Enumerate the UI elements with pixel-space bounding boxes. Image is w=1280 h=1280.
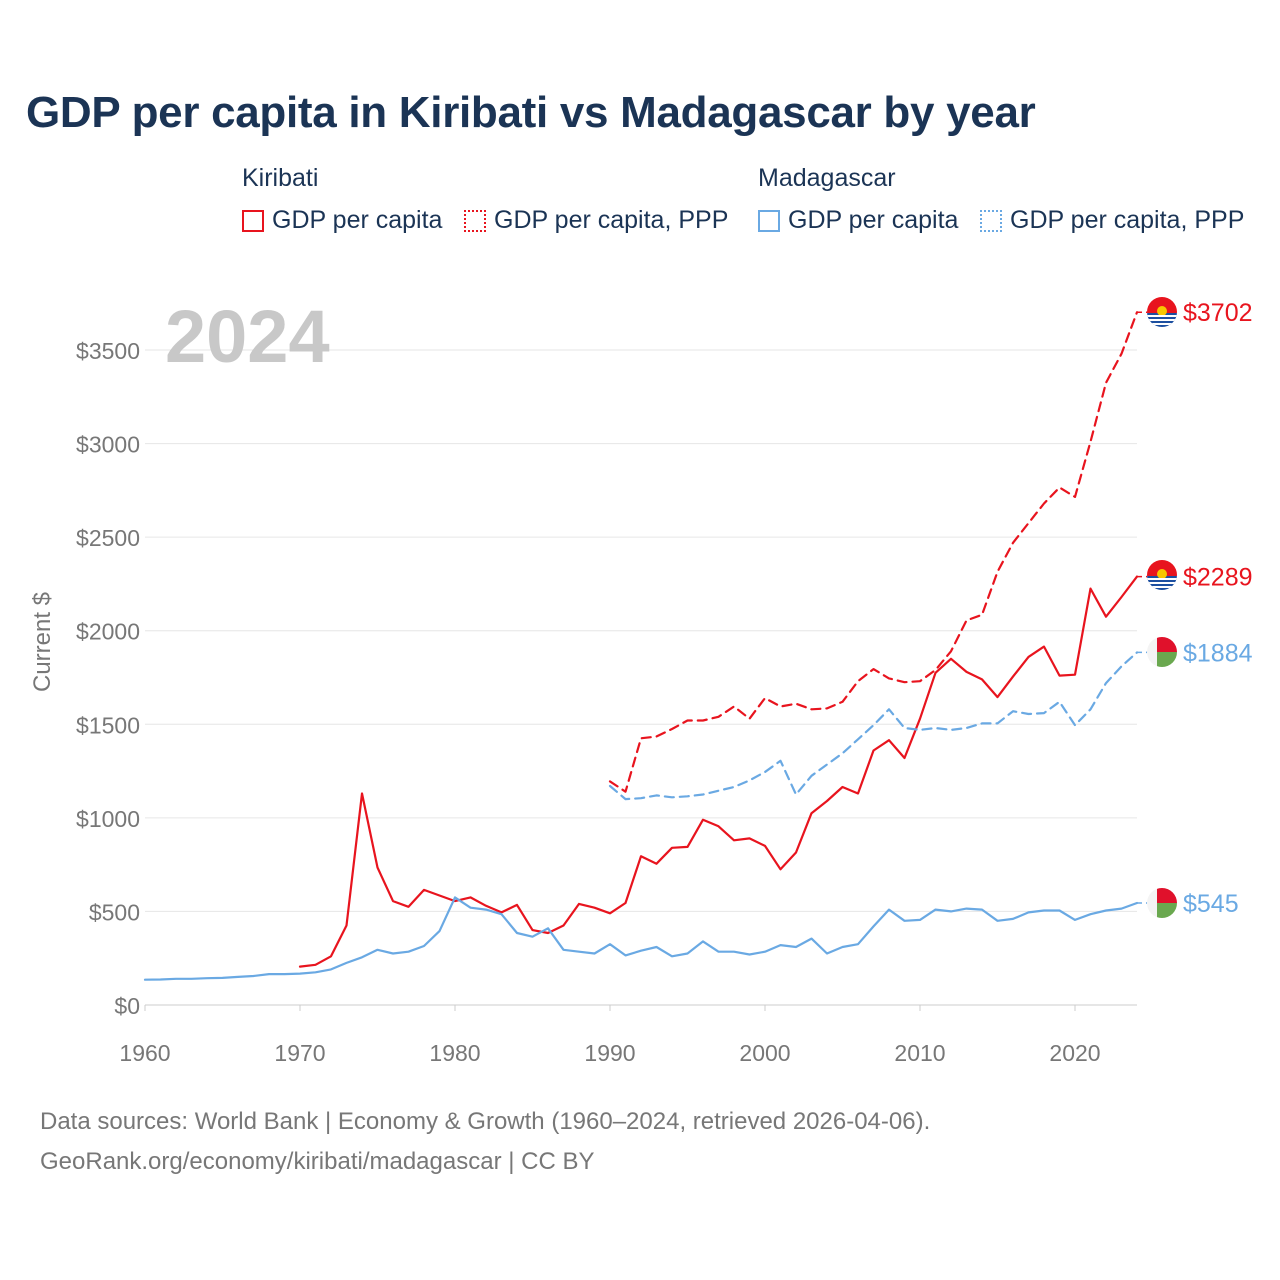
y-tick-label: $500 bbox=[89, 899, 140, 925]
y-axis-label: Current $ bbox=[29, 592, 56, 692]
legend-item-madagascar-ppp[interactable]: GDP per capita, PPP bbox=[980, 206, 1244, 235]
y-tick-label: $3500 bbox=[76, 338, 140, 364]
legend-title-madagascar: Madagascar bbox=[758, 164, 896, 192]
end-value-label: $2289 bbox=[1183, 564, 1253, 592]
legend-label-madagascar-ppp: GDP per capita, PPP bbox=[1010, 206, 1245, 234]
legend-swatch-kiribati-gdp bbox=[242, 209, 264, 232]
kiribati-flag-icon bbox=[1147, 297, 1177, 327]
series-line-kiribati-gdp-per-capita[interactable] bbox=[298, 575, 1139, 968]
x-tick-label: 2000 bbox=[739, 1040, 790, 1066]
x-tick-label: 2010 bbox=[894, 1040, 945, 1066]
x-tick-label: 1960 bbox=[119, 1040, 170, 1066]
legend-label-kiribati-gdp: GDP per capita bbox=[272, 206, 443, 234]
end-value-label: $3702 bbox=[1183, 299, 1253, 327]
madagascar-flag-icon bbox=[1147, 888, 1177, 918]
x-tick-label: 1990 bbox=[584, 1040, 635, 1066]
legend-item-kiribati-gdp[interactable]: GDP per capita bbox=[242, 206, 442, 235]
series-line-kiribati-gdp-per-capita-ppp[interactable] bbox=[608, 311, 1139, 793]
y-tick-label: $2500 bbox=[76, 525, 140, 551]
y-tick-label: $3000 bbox=[76, 432, 140, 458]
y-tick-label: $2000 bbox=[76, 619, 140, 645]
y-tick-label: $1000 bbox=[76, 806, 140, 832]
x-tick-label: 1980 bbox=[429, 1040, 480, 1066]
legend-swatch-madagascar-gdp bbox=[758, 209, 780, 232]
legend-label-madagascar-gdp: GDP per capita bbox=[788, 206, 959, 234]
legend-swatch-madagascar-ppp bbox=[980, 209, 1002, 232]
series-line-madagascar-gdp-per-capita[interactable] bbox=[143, 896, 1139, 981]
legend-item-kiribati-ppp[interactable]: GDP per capita, PPP bbox=[464, 206, 728, 235]
y-tick-label: $0 bbox=[114, 993, 140, 1019]
line-chart: $0 $500 $1000 $1500 $2000 $2500 $3000 $3500 1960… bbox=[29, 295, 1253, 1066]
legend-title-kiribati: Kiribati bbox=[242, 164, 319, 192]
legend-item-madagascar-gdp[interactable]: GDP per capita bbox=[758, 206, 958, 235]
series-line-madagascar-gdp-per-capita-ppp[interactable] bbox=[608, 651, 1139, 801]
end-value-label: $545 bbox=[1183, 890, 1239, 918]
footer-attribution: GeoRank.org/economy/kiribati/madagascar … bbox=[40, 1148, 595, 1175]
kiribati-flag-icon bbox=[1147, 560, 1177, 590]
x-tick-label: 2020 bbox=[1049, 1040, 1100, 1066]
legend-swatch-kiribati-ppp bbox=[464, 209, 486, 232]
end-value-label: $1884 bbox=[1183, 639, 1253, 667]
footer-sources: Data sources: World Bank | Economy & Gro… bbox=[40, 1108, 931, 1135]
x-tick-label: 1970 bbox=[274, 1040, 325, 1066]
legend-label-kiribati-ppp: GDP per capita, PPP bbox=[494, 206, 729, 234]
madagascar-flag-icon bbox=[1147, 637, 1177, 667]
year-watermark: 2024 bbox=[165, 295, 330, 378]
page-title: GDP per capita in Kiribati vs Madagascar… bbox=[26, 88, 1036, 137]
y-tick-label: $1500 bbox=[76, 712, 140, 738]
